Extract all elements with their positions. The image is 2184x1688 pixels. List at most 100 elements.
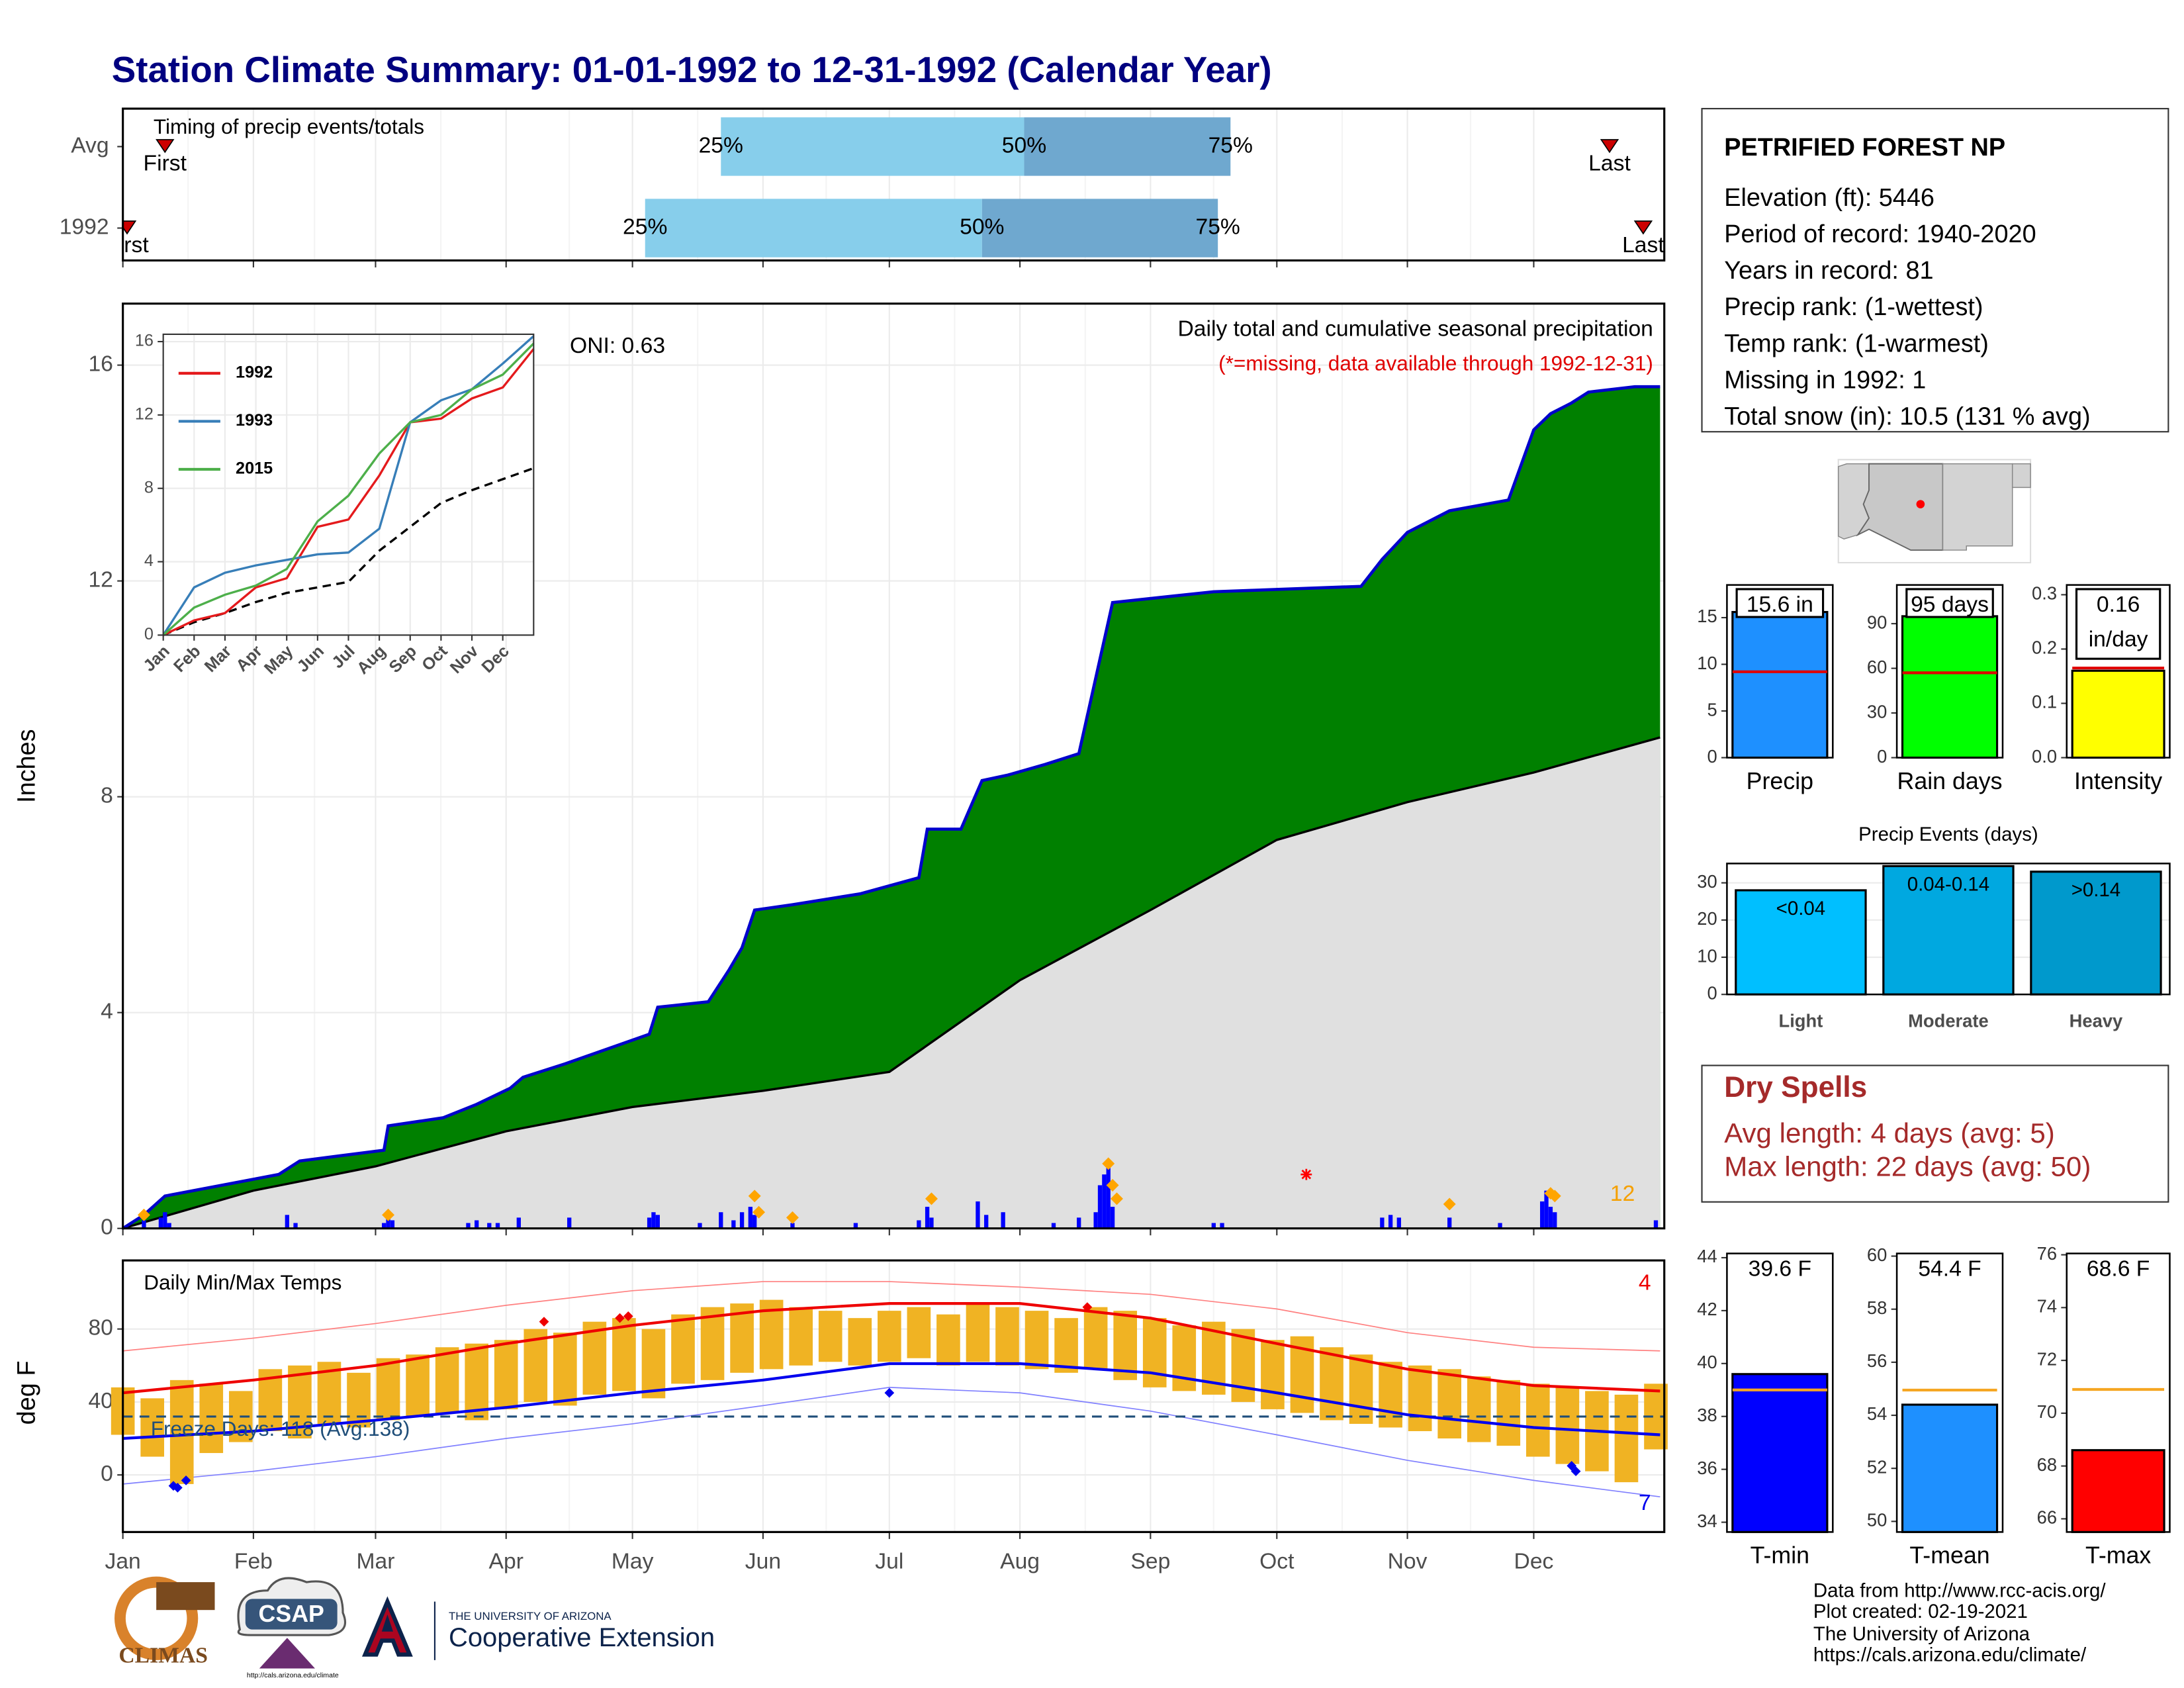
area-fill (122, 737, 1661, 1229)
percent-label: 25% (623, 214, 667, 239)
temp-range-bar (700, 1307, 725, 1380)
y-tick-label: 72 (2037, 1348, 2057, 1369)
y-tick-label: 16 (135, 332, 154, 350)
info-line: Period of record: 1940-2020 (1724, 220, 2036, 248)
dry-spell-line: Max length: 22 days (avg: 50) (1724, 1150, 2091, 1182)
temp-range-bar (1437, 1369, 1462, 1439)
y-tick-label: 58 (1867, 1297, 1887, 1318)
snow-marker (382, 1208, 395, 1221)
legend-label: 1993 (236, 411, 273, 430)
y-tick-label: 30 (1697, 871, 1717, 892)
value-label: 39.6 F (1749, 1257, 1811, 1282)
daily-precip-bar (1396, 1217, 1401, 1229)
plot-frame (122, 107, 1666, 262)
record-marker (615, 1313, 625, 1323)
y-tick-label: 40 (1697, 1352, 1717, 1372)
daily-precip-bar (1051, 1223, 1056, 1229)
record-marker (539, 1317, 549, 1327)
marker-label: First (144, 152, 187, 176)
bar (1901, 1403, 1999, 1533)
temp-range-bar (936, 1314, 960, 1366)
y-tick-label: 8 (144, 478, 154, 496)
temp-range-bar (1614, 1394, 1639, 1483)
logos: CLIMAS CSAP http://cals.arizona.edu/clim… (114, 1576, 715, 1679)
temp-range-bar (1261, 1340, 1285, 1409)
y-tick-label: 42 (1697, 1299, 1717, 1319)
y-tick-label: 12 (88, 567, 113, 592)
y-tick-label: 10 (1697, 945, 1717, 966)
y-tick-label: 8 (101, 784, 113, 808)
temp-range-bar (1496, 1380, 1521, 1446)
percent-label: 50% (960, 214, 1004, 239)
daily-precip-bar (917, 1220, 921, 1229)
temp-range-bar (1113, 1311, 1138, 1380)
daily-precip-bar (925, 1207, 930, 1229)
category-label: Intensity (2074, 768, 2162, 794)
record-low-count: 7 (1639, 1491, 1651, 1515)
timing-bar (721, 117, 1024, 176)
csap-logo (245, 1599, 338, 1630)
temp-range-bar (1349, 1354, 1373, 1424)
daily-precip-bar (1220, 1223, 1224, 1229)
bin-label: 0.04-0.14 (1907, 874, 1989, 896)
bar (2030, 870, 2162, 996)
temp-range-bar (169, 1380, 194, 1484)
daily-precip-bar (698, 1223, 702, 1229)
daily-precip-bar (293, 1223, 298, 1229)
daily-precip-bar (853, 1223, 858, 1229)
value-box (2075, 588, 2161, 660)
daily-precip-bar (495, 1223, 500, 1229)
station-name: PETRIFIED FOREST NP (1724, 134, 2005, 162)
y-tick-label: 80 (88, 1316, 113, 1340)
plot-frame (122, 1259, 1666, 1533)
timing-bar (981, 199, 1218, 258)
daily-precip-bar (655, 1215, 660, 1229)
y-tick-label: 90 (1867, 612, 1887, 632)
temp-range-bar (1083, 1307, 1108, 1370)
dry-spell-line: Avg length: 4 days (avg: 5) (1724, 1117, 2055, 1149)
value-label: 15.6 in (1747, 592, 1813, 617)
chart-subtitle: Daily total and cumulative seasonal prec… (1177, 317, 1653, 342)
dry-spell-box (1701, 1064, 2169, 1203)
category-label: Heavy (2070, 1011, 2123, 1031)
x-tick-label: Aug (1000, 1550, 1040, 1574)
bin-label: >0.14 (2071, 879, 2121, 901)
average-line (163, 467, 534, 636)
temp-range-bar (1231, 1329, 1255, 1402)
daily-precip-bar (1388, 1215, 1393, 1229)
temp-range-bar (878, 1311, 901, 1362)
bar (1731, 1373, 1829, 1533)
y-tick-label: 54 (1867, 1403, 1887, 1424)
daily-precip-bar (1498, 1223, 1502, 1229)
percent-label: 75% (1195, 214, 1240, 239)
value-box (1905, 588, 1994, 618)
x-tick-label: Apr (489, 1550, 523, 1574)
inset-frame (162, 333, 535, 636)
daily-precip-bar (1093, 1212, 1098, 1229)
daily-precip-bar (647, 1217, 652, 1229)
daily-precip-bar (651, 1212, 656, 1229)
temp-range-bar (641, 1329, 666, 1399)
oni-label: ONI: 0.63 (570, 334, 665, 358)
y-tick-label: 30 (1867, 701, 1887, 722)
footer-line: Plot created: 02-19-2021 (1813, 1601, 2028, 1622)
daily-precip-bar (984, 1215, 989, 1229)
x-tick-label: Jul (875, 1550, 903, 1574)
y-tick-label: 60 (1867, 657, 1887, 677)
cumulative-line (122, 736, 1661, 1230)
temp-range-bar (818, 1311, 842, 1362)
bar (1731, 610, 1829, 759)
daily-precip-bar (1653, 1220, 1659, 1229)
temp-range-bar (376, 1358, 400, 1421)
row-label: Avg (71, 133, 109, 158)
timing-marker (1633, 220, 1653, 235)
missing-note: (*=missing, data available through 1992-… (1218, 352, 1653, 375)
temp-range-bar (140, 1398, 165, 1457)
daily-precip-bar (748, 1207, 752, 1229)
y-tick-label: 0 (101, 1215, 113, 1240)
daily-precip-bar (976, 1201, 980, 1229)
record-marker (884, 1387, 895, 1398)
timing-rows: 25% 50% 75% First Last 25% 50% 75% First Last (122, 117, 1664, 258)
temp-range-bar (1379, 1362, 1402, 1428)
x-tick-label: Sep (1130, 1550, 1170, 1574)
